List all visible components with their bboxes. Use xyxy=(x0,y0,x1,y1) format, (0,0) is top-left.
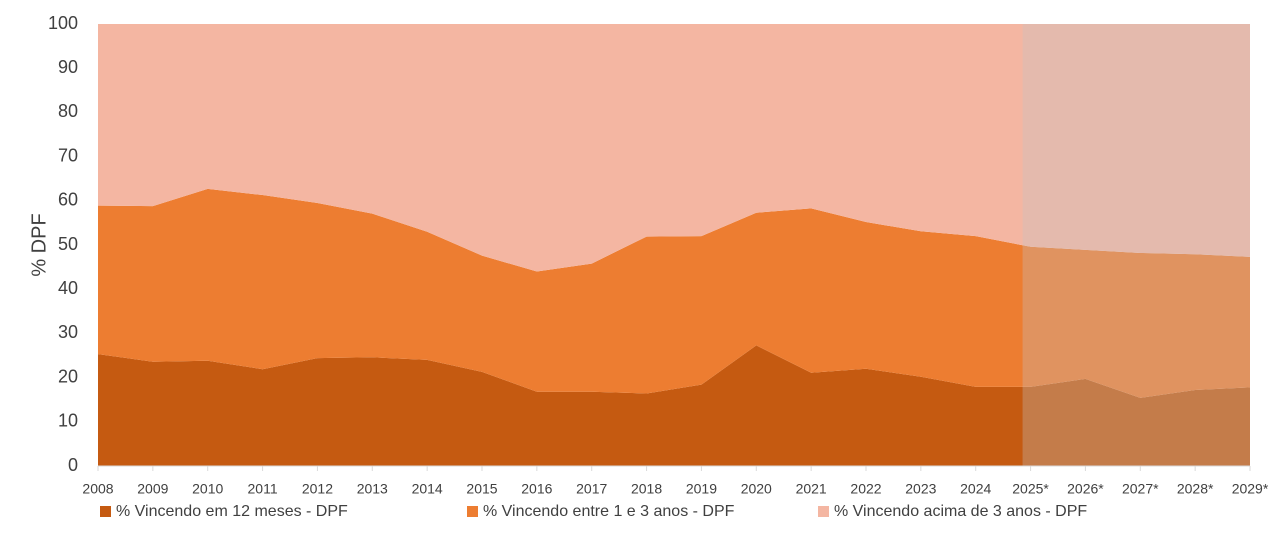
y-tick-label: 30 xyxy=(58,322,78,342)
legend-label: % Vincendo em 12 meses - DPF xyxy=(116,503,348,520)
x-tick-label: 2015 xyxy=(466,481,497,497)
projection-shade xyxy=(1022,24,1250,466)
legend-label: % Vincendo acima de 3 anos - DPF xyxy=(834,503,1087,520)
legend-swatch xyxy=(467,506,478,517)
x-tick-label: 2010 xyxy=(192,481,223,497)
y-tick-label: 100 xyxy=(48,13,78,33)
y-tick-label: 50 xyxy=(58,234,78,254)
y-axis-label: % DPF xyxy=(28,213,50,276)
x-tick-label: 2018 xyxy=(631,481,662,497)
legend-swatch xyxy=(100,506,111,517)
x-tick-label: 2021 xyxy=(796,481,827,497)
x-tick-label: 2024 xyxy=(960,481,991,497)
x-tick-label: 2019 xyxy=(686,481,717,497)
y-tick-label: 0 xyxy=(68,455,78,475)
area xyxy=(98,188,1250,398)
y-tick-label: 60 xyxy=(58,190,78,210)
y-tick-label: 70 xyxy=(58,145,78,165)
x-tick-label: 2012 xyxy=(302,481,333,497)
x-tick-label: 2027* xyxy=(1122,481,1159,497)
x-tick-label: 2029* xyxy=(1232,481,1269,497)
x-tick-label: 2022 xyxy=(850,481,881,497)
x-tick-label: 2009 xyxy=(137,481,168,497)
x-tick-label: 2011 xyxy=(248,481,278,497)
x-tick-label: 2025* xyxy=(1012,481,1049,497)
y-tick-label: 40 xyxy=(58,278,78,298)
x-tick-label: 2026* xyxy=(1067,481,1104,497)
x-tick-label: 2008 xyxy=(82,481,113,497)
x-tick-label: 2023 xyxy=(905,481,936,497)
area xyxy=(98,24,1250,272)
y-tick-label: 90 xyxy=(58,57,78,77)
x-tick-label: 2028* xyxy=(1177,481,1214,497)
legend-label: % Vincendo entre 1 e 3 anos - DPF xyxy=(483,503,735,520)
y-tick-label: 80 xyxy=(58,101,78,121)
y-tick-label: 10 xyxy=(58,411,78,431)
x-tick-label: 2016 xyxy=(521,481,552,497)
y-tick-label: 20 xyxy=(58,366,78,386)
x-tick-label: 2014 xyxy=(412,481,443,497)
x-tick-label: 2020 xyxy=(741,481,772,497)
area xyxy=(98,345,1250,466)
legend-swatch xyxy=(818,506,829,517)
x-tick-label: 2013 xyxy=(357,481,388,497)
x-tick-label: 2017 xyxy=(576,481,607,497)
